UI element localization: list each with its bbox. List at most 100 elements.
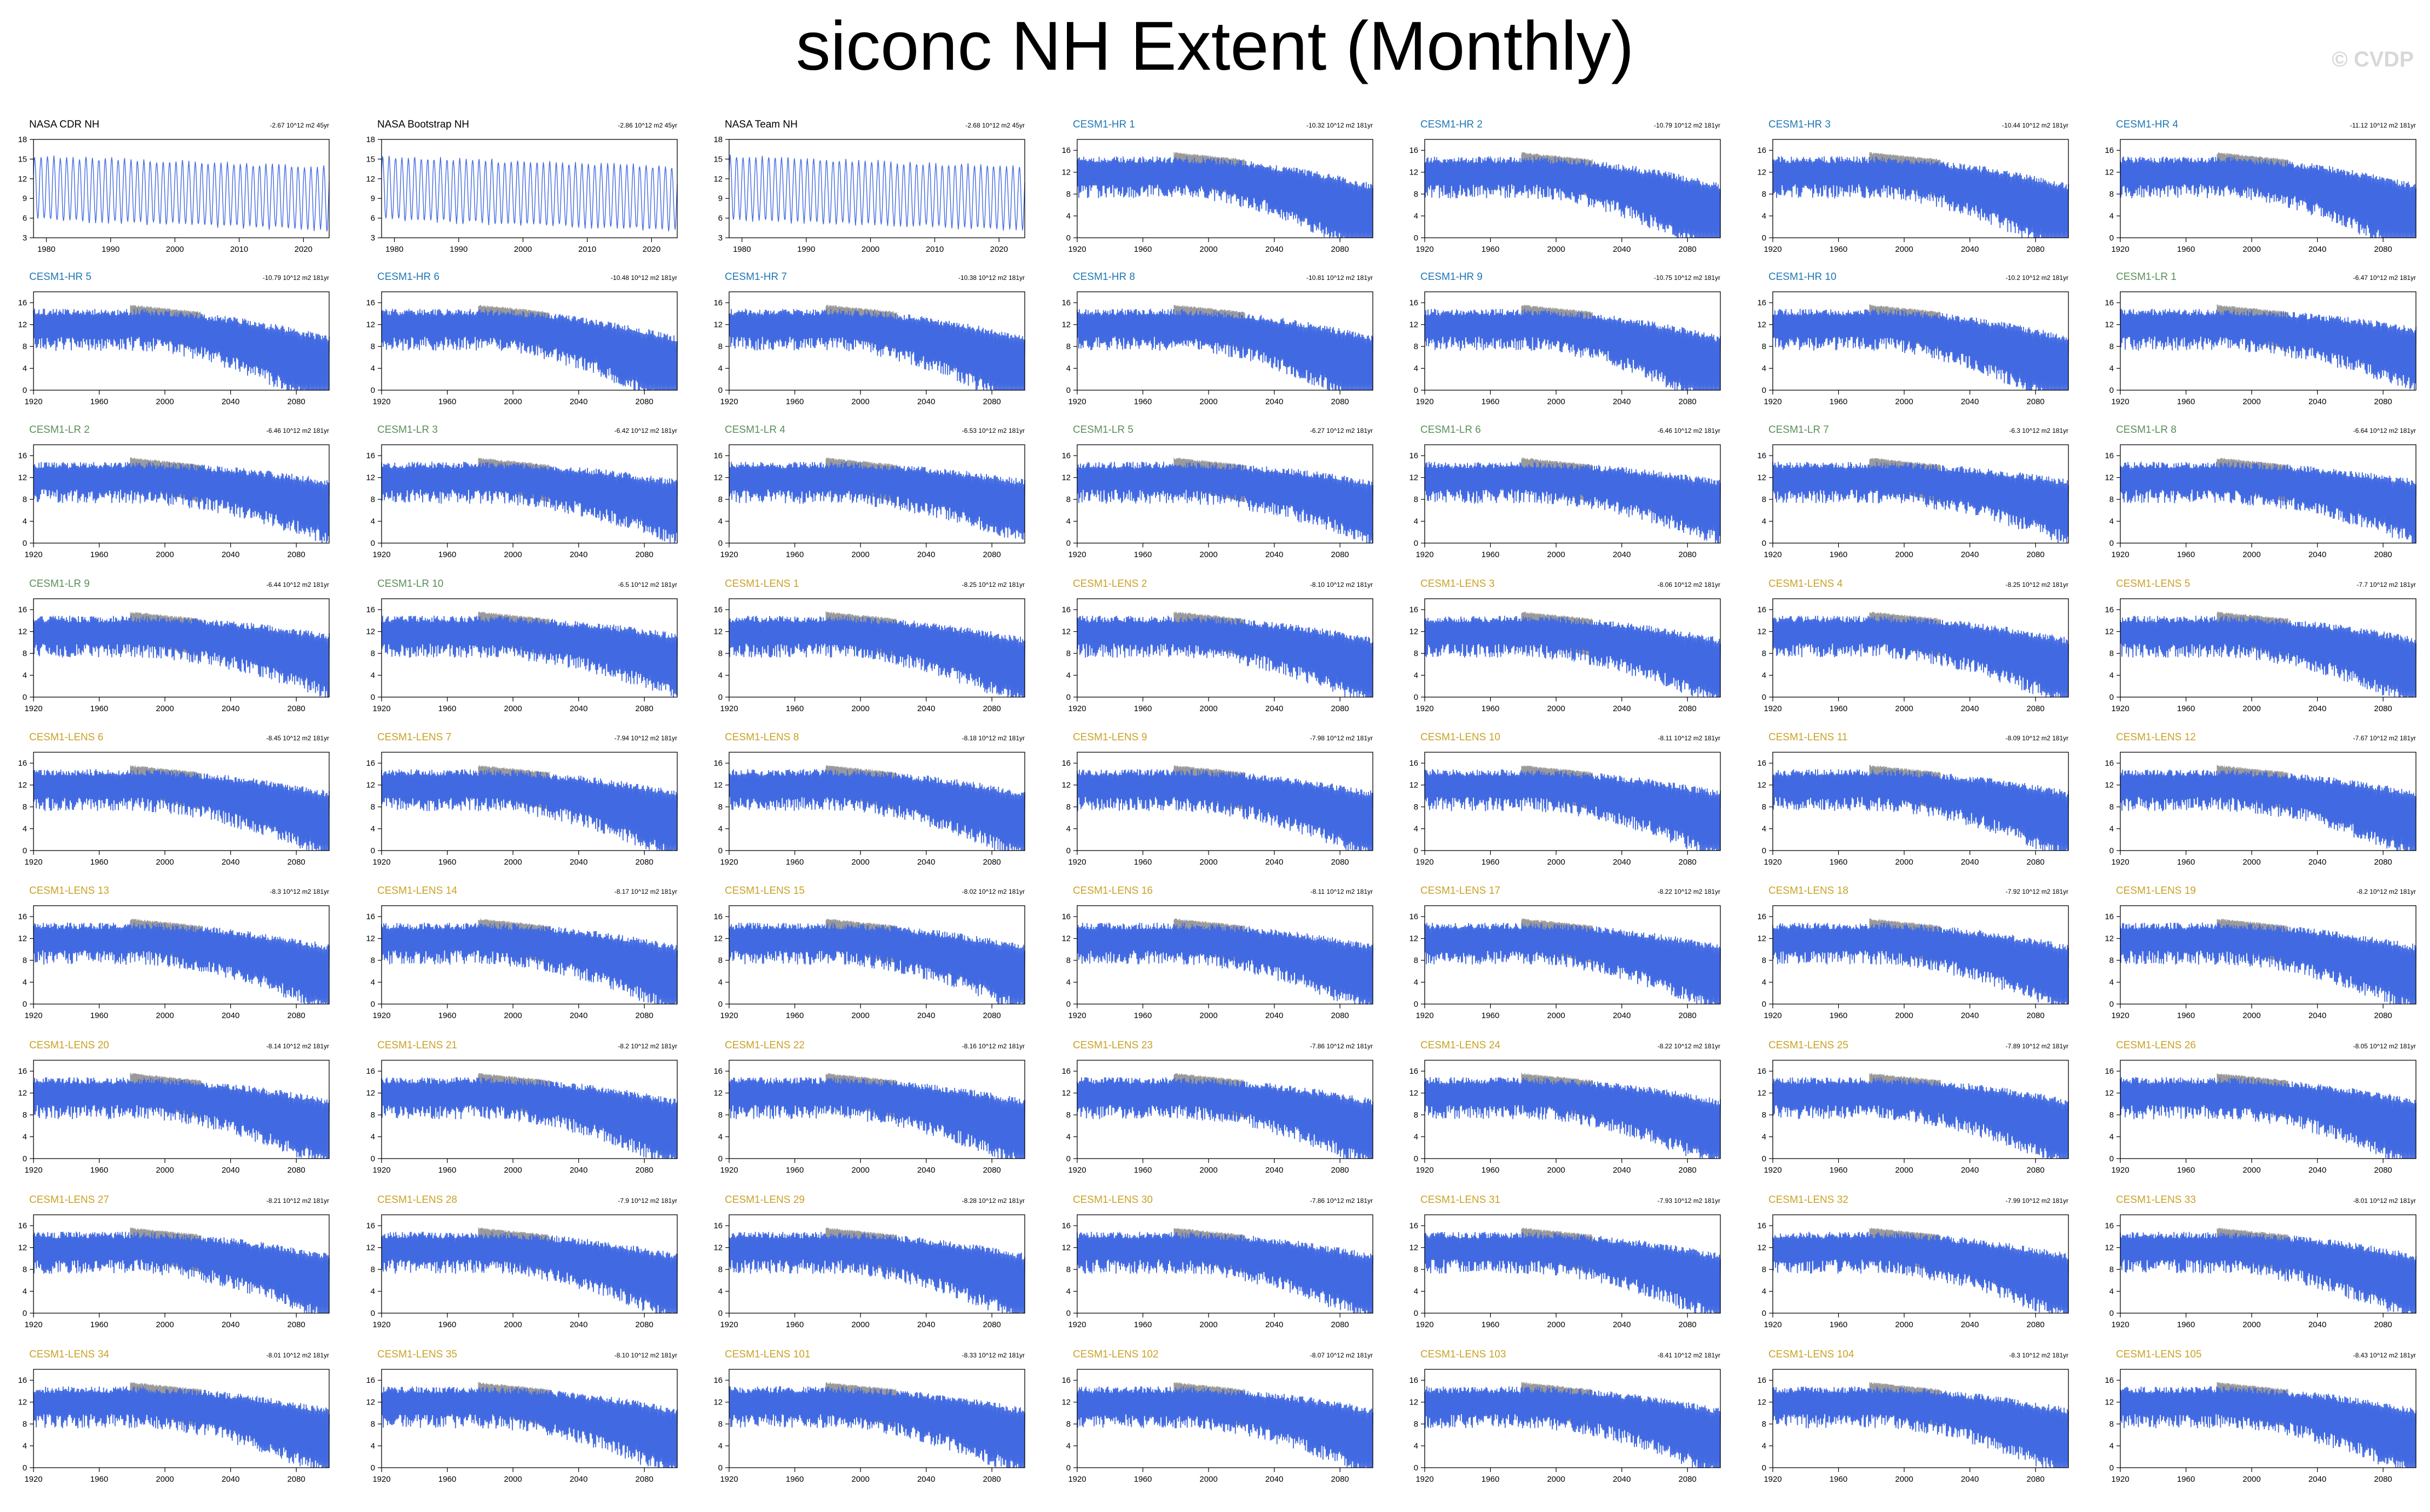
panel-title: CESM1-HR 3 [1768,119,1831,130]
x-tick-label: 2000 [851,1011,869,1020]
y-tick-label: 9 [718,194,723,203]
y-tick-label: 8 [371,1265,375,1274]
x-tick-label: 2040 [570,550,588,559]
x-tick-label: 1960 [1481,550,1499,559]
x-tick-label: 2000 [2242,245,2260,254]
panel-trend: -6.47 10^12 m2 181yr [2353,274,2416,282]
panel: CESM1-LENS 32 -7.99 10^12 m2 181yr 1920 196… [1757,1194,2069,1329]
x-tick-label: 2080 [1331,550,1349,559]
x-tick-label: 1920 [1764,1166,1781,1175]
y-tick-label: 12 [713,473,723,483]
series-line [33,309,330,391]
series-line [381,769,678,851]
x-tick-label: 1920 [372,550,390,559]
x-tick-label: 1960 [2177,1475,2195,1484]
x-tick-label: 2040 [1613,550,1631,559]
y-tick-label: 0 [1066,1000,1071,1009]
y-tick-label: 16 [2105,146,2114,155]
panel-trend: -7.89 10^12 m2 181yr [2006,1042,2068,1050]
panel-frame [1077,598,1373,698]
y-tick-label: 8 [718,342,723,351]
series-line [33,461,330,544]
series-line [1424,461,1721,544]
y-tick-label: 0 [1762,1309,1766,1318]
panel: CESM1-LENS 101 -8.33 10^12 m2 181yr 1920 19… [713,1349,1025,1484]
x-tick-label: 2000 [1895,1011,1913,1020]
y-tick-label: 16 [1062,1376,1071,1385]
y-tick-label: 16 [18,912,27,921]
y-tick-label: 8 [371,802,375,812]
panel-trend: -10.2 10^12 m2 181yr [2006,274,2068,282]
y-tick-label: 4 [718,978,723,987]
x-tick-label: 1920 [720,1011,738,1020]
x-tick-label: 1990 [797,245,815,254]
panel-trend: -6.53 10^12 m2 181yr [962,427,1025,434]
panel: CESM1-LENS 21 -8.2 10^12 m2 181yr 1920 1960… [366,1040,678,1175]
y-tick-label: 12 [2105,168,2114,177]
x-tick-label: 2000 [166,245,184,254]
y-tick-label: 0 [2109,1154,2114,1163]
y-tick-label: 9 [23,194,27,203]
panel-trend: -7.67 10^12 m2 181yr [2353,734,2416,742]
y-tick-label: 12 [18,473,27,483]
panel-trend: -8.09 10^12 m2 181yr [2006,734,2068,742]
x-tick-label: 2000 [851,550,869,559]
y-tick-label: 16 [1757,1221,1766,1230]
y-tick-label: 8 [2109,495,2114,504]
x-tick-label: 1960 [1134,704,1152,713]
panel: NASA Team NH -2.68 10^12 m2 45yr 1980 1990 2… [713,119,1025,254]
y-tick-label: 16 [18,1376,27,1385]
x-tick-label: 1960 [438,858,456,867]
y-tick-label: 16 [2105,759,2114,768]
y-tick-label: 8 [718,956,723,965]
panel-frame [1772,905,2069,1005]
x-tick-label: 2040 [570,704,588,713]
x-tick-label: 1960 [438,1166,456,1175]
x-tick-label: 2080 [1679,858,1697,867]
y-tick-label: 12 [1409,1089,1418,1098]
series-line [381,156,678,231]
x-tick-label: 2080 [983,550,1001,559]
y-tick-label: 0 [1414,693,1418,702]
y-tick-label: 4 [23,1442,27,1451]
x-tick-label: 1960 [786,550,804,559]
series-line [1772,1232,2069,1314]
panel-trend: -8.10 10^12 m2 181yr [1310,581,1373,588]
panel-trend: -8.11 10^12 m2 181yr [1658,734,1720,742]
y-tick-label: 18 [18,135,27,144]
y-tick-label: 8 [23,342,27,351]
x-tick-label: 2040 [1613,1475,1631,1484]
x-tick-label: 1960 [2177,1320,2195,1329]
y-tick-label: 12 [2105,1398,2114,1407]
panel-trend: -7.7 10^12 m2 181yr [2356,581,2416,588]
x-tick-label: 1960 [90,397,108,406]
panel-frame [33,1060,330,1159]
x-tick-label: 1920 [1416,1320,1433,1329]
series-line [1772,615,2069,698]
panel-trend: -8.17 10^12 m2 181yr [615,888,677,895]
x-tick-label: 2000 [1199,245,1217,254]
x-tick-label: 2000 [2242,1011,2260,1020]
y-tick-label: 0 [1414,1463,1418,1473]
y-tick-label: 12 [2105,320,2114,330]
panel-trend: -7.94 10^12 m2 181yr [615,734,677,742]
x-tick-label: 2080 [288,550,305,559]
panel: CESM1-LENS 10 -8.11 10^12 m2 181yr 1920 196… [1409,732,1721,867]
panel-frame [1424,598,1721,698]
y-tick-label: 0 [718,1309,723,1318]
y-tick-label: 4 [371,1133,375,1142]
x-tick-label: 2080 [2374,1166,2392,1175]
panel-title: CESM1-LR 4 [725,424,785,436]
y-tick-label: 12 [713,175,723,184]
series-line [1772,461,2069,544]
series-line [2120,1232,2416,1314]
series-line [381,922,678,1005]
y-tick-label: 8 [1066,495,1071,504]
y-tick-label: 12 [366,781,375,790]
panel-trend: -11.12 10^12 m2 181yr [2350,122,2416,129]
x-tick-label: 1960 [1481,1320,1499,1329]
y-tick-label: 12 [366,627,375,637]
x-tick-label: 1960 [2177,550,2195,559]
y-tick-label: 0 [718,846,723,855]
series-line [33,1232,330,1314]
